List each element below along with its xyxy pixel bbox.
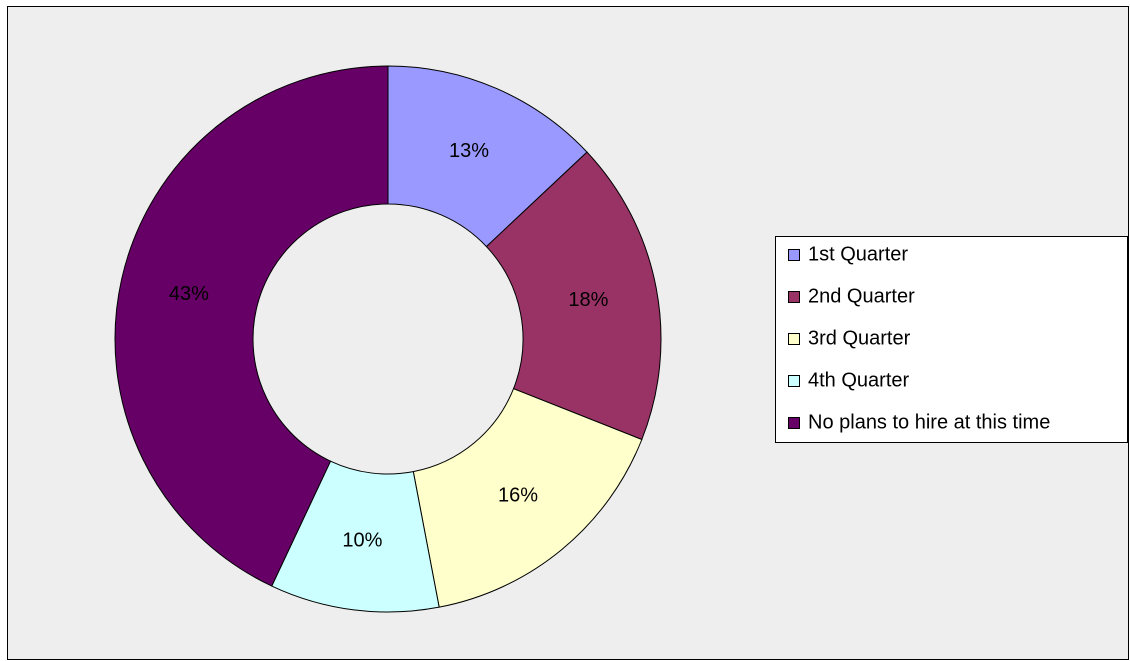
donut-slice [114, 65, 389, 587]
legend-swatch [788, 333, 800, 345]
data-label: 10% [342, 530, 382, 552]
data-label: 13% [449, 140, 489, 162]
data-label: 43% [169, 283, 209, 305]
legend-box [775, 236, 1128, 443]
legend-label: No plans to hire at this time [808, 411, 1050, 433]
legend-swatch [788, 291, 800, 303]
donut-slice [485, 151, 662, 441]
legend-label: 4th Quarter [808, 369, 910, 391]
legend-swatch [788, 375, 800, 387]
legend-label: 1st Quarter [808, 243, 908, 265]
data-label: 16% [498, 484, 538, 506]
donut-slice [387, 65, 588, 248]
legend-swatch [788, 417, 800, 429]
donut-slice [412, 388, 643, 608]
legend-label: 2nd Quarter [808, 285, 915, 307]
legend-label: 3rd Quarter [808, 327, 911, 349]
data-label: 18% [568, 289, 608, 311]
legend-swatch [788, 249, 800, 261]
